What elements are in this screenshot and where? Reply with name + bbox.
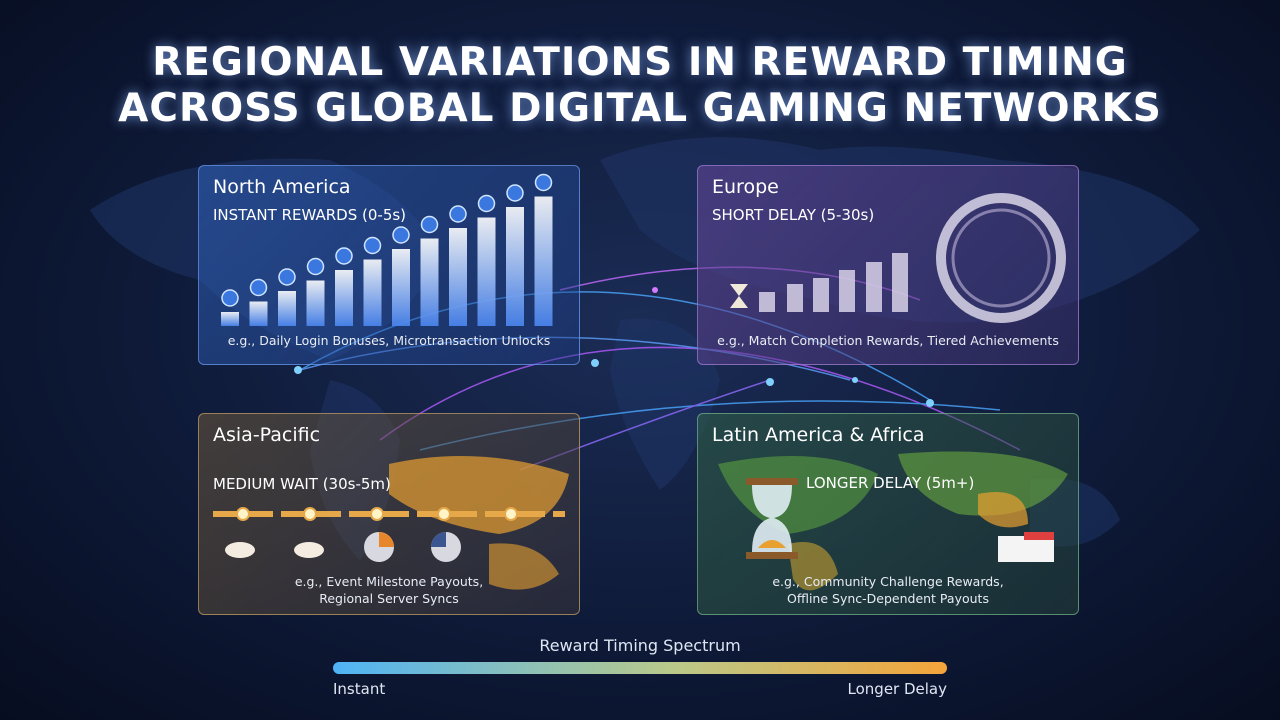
title-line: ACROSS GLOBAL DIGITAL GAMING NETWORKS [118, 86, 1162, 131]
decor-bar [306, 280, 325, 326]
region-panel: North America INSTANT REWARDS (0-5s) e.g… [198, 165, 580, 365]
wait-illustration [213, 456, 569, 590]
decor-bar [335, 270, 353, 326]
decor-icon [278, 268, 296, 286]
timing-label: INSTANT REWARDS (0-5s) [213, 206, 407, 224]
region-panel: Europe SHORT DELAY (5-30s) e.g., Match C… [697, 165, 1079, 365]
example-text: Offline Sync-Dependent Payouts [787, 591, 989, 606]
region-panel: Asia-Pacific MEDIUM WAIT (30s-5m) e.g., … [198, 413, 580, 615]
spectrum-start-label: Instant [333, 680, 386, 698]
spectrum-title: Reward Timing Spectrum [539, 636, 741, 655]
region-name: Latin America & Africa [712, 424, 925, 446]
delay-illustration [730, 193, 1066, 323]
spectrum-end-label: Longer Delay [847, 680, 947, 698]
timing-label: SHORT DELAY (5-30s) [712, 206, 875, 224]
decor-icon [506, 184, 524, 202]
region-name: Europe [712, 176, 779, 198]
decor-bar [278, 291, 296, 326]
decor-bar [506, 207, 524, 326]
example-text: Regional Server Syncs [319, 591, 459, 606]
region-panel: Latin America & Africa LONGER DELAY (5m+… [697, 413, 1079, 615]
decor-icon [420, 215, 439, 234]
decor-icon [534, 173, 553, 192]
decor-bar [392, 249, 410, 326]
example-text: e.g., Daily Login Bonuses, Microtransact… [227, 333, 551, 348]
decor-icon [335, 247, 353, 265]
decor-bar [221, 312, 239, 326]
decor-bar [363, 259, 382, 326]
example-text: e.g., Match Completion Rewards, Tiered A… [717, 333, 1059, 348]
example-text: e.g., Community Challenge Rewards, [772, 574, 1004, 589]
timing-label: LONGER DELAY (5m+) [806, 474, 975, 492]
bar-illustration [221, 173, 553, 326]
decor-bar [534, 196, 553, 326]
decor-bar [449, 228, 467, 326]
decor-icon [449, 205, 467, 223]
example-text: e.g., Event Milestone Payouts, [294, 574, 484, 589]
delay-illustration [718, 451, 1068, 591]
spectrum-bar [333, 662, 947, 674]
decor-icon [249, 278, 268, 297]
decor-icon [221, 289, 239, 307]
decor-icon [363, 236, 382, 255]
decor-icon [306, 257, 325, 276]
region-name: Asia-Pacific [213, 424, 321, 446]
title-line: REGIONAL VARIATIONS IN REWARD TIMING [152, 40, 1128, 85]
decor-bar [249, 301, 268, 326]
decor-icon [477, 194, 496, 213]
decor-icon [392, 226, 410, 244]
region-name: North America [213, 176, 351, 198]
decor-bar [477, 217, 496, 326]
decor-bar [420, 238, 439, 326]
timing-label: MEDIUM WAIT (30s-5m) [213, 475, 391, 493]
